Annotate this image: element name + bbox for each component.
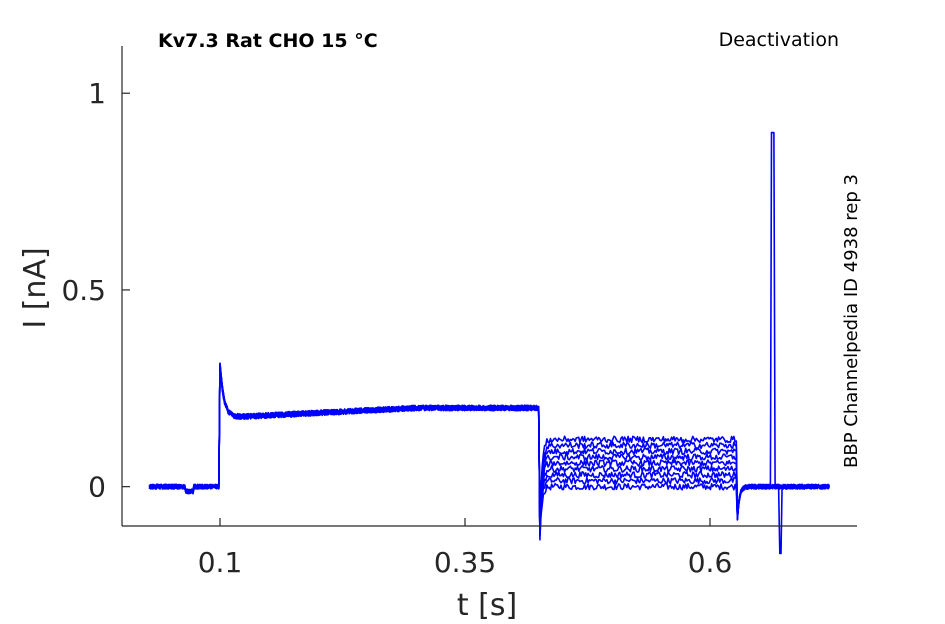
chart-subtitle: Deactivation	[719, 29, 839, 51]
current-trace-line	[148, 365, 830, 536]
current-trace-line	[148, 364, 830, 534]
x-tick-label: 0.6	[688, 546, 733, 579]
side-label: BBP Channelpedia ID 4938 rep 3	[841, 174, 862, 468]
y-tick-label: 1	[88, 77, 106, 110]
current-trace-line	[148, 131, 830, 555]
y-tick-label: 0.5	[61, 274, 106, 307]
chart-title: Kv7.3 Rat CHO 15 °C	[158, 30, 378, 52]
current-trace-line	[148, 365, 830, 534]
current-trace-line	[148, 365, 830, 531]
y-axis-title: I [nA]	[18, 247, 53, 328]
x-axis-title: t [s]	[457, 588, 517, 623]
x-tick-label: 0.1	[198, 546, 243, 579]
x-ticks: 0.1 0.35 0.6	[198, 518, 733, 579]
y-ticks: 00.51	[61, 77, 130, 504]
y-tick-label: 0	[88, 471, 106, 504]
x-tick-label: 0.35	[434, 546, 496, 579]
current-traces	[148, 131, 830, 555]
current-trace-line	[148, 362, 830, 536]
